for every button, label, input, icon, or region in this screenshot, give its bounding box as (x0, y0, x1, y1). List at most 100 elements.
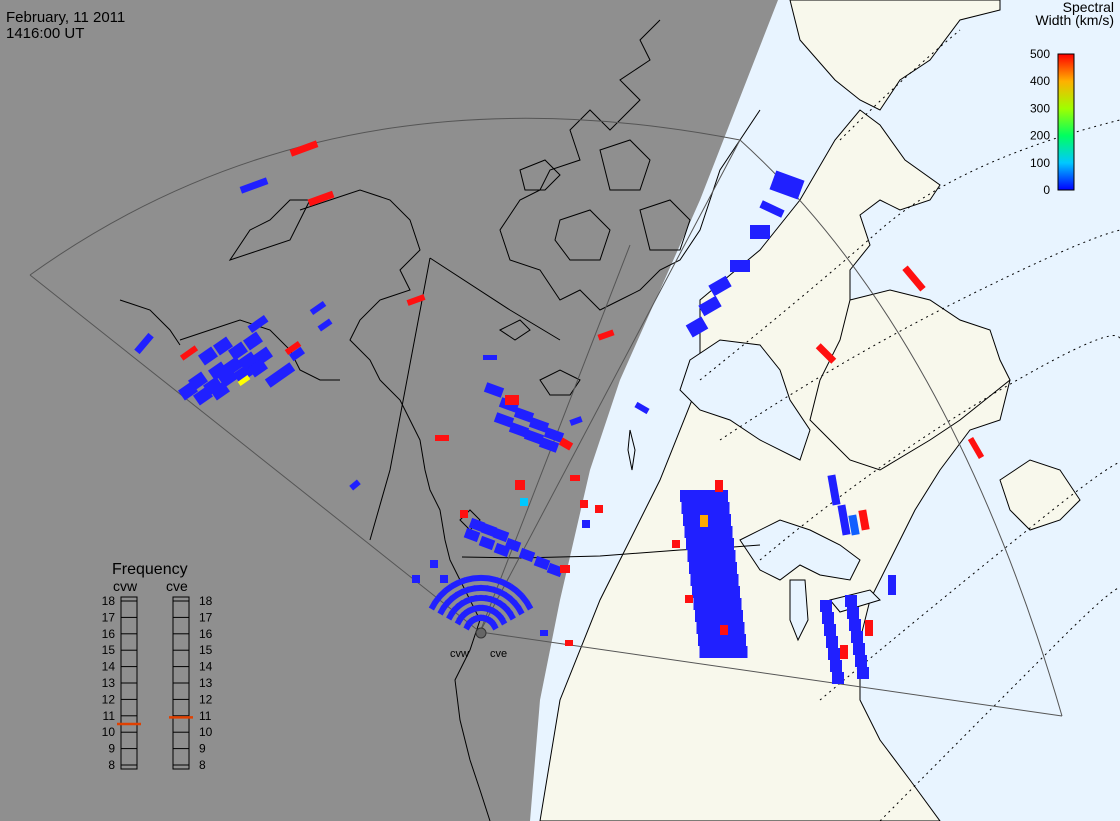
frequency-scale-label: 13 (199, 676, 213, 690)
echo-cell (680, 490, 692, 502)
echo-cell (853, 643, 865, 655)
echo-cell (714, 574, 727, 586)
echo-cell (457, 577, 467, 586)
echo-cell (501, 579, 512, 589)
echo-cell (483, 382, 505, 398)
echo-cell (711, 646, 724, 658)
echo-cell (729, 598, 742, 610)
echo-cell (738, 645, 746, 655)
echo-cell (699, 646, 712, 658)
echo-cell (248, 358, 268, 378)
radar-site-marker (475, 627, 487, 639)
echo-cell (696, 622, 709, 634)
echo-cell (716, 490, 728, 502)
echo-cell (705, 598, 718, 610)
echo-cell (634, 401, 650, 415)
echo-cell (681, 502, 694, 514)
echo-cell (722, 634, 734, 646)
echo-cell (508, 422, 530, 438)
echo-cell (515, 605, 525, 616)
echo-cell (540, 630, 548, 636)
echo-cell (595, 505, 603, 513)
echo-cell (826, 636, 838, 648)
echo-cell (698, 295, 722, 317)
echo-cell (832, 672, 844, 684)
echo-cell (837, 504, 851, 536)
echo-cell (560, 565, 570, 573)
echo-cell (728, 586, 740, 598)
echo-cell (237, 375, 251, 386)
land-quebec (809, 289, 1011, 471)
colorbar-tick-label: 400 (1030, 74, 1050, 88)
echo-cell (692, 490, 704, 502)
echo-cell (732, 622, 745, 634)
echo-cell (692, 586, 704, 598)
colorbar-tick-label: 300 (1030, 101, 1050, 115)
echo-cell (134, 332, 154, 355)
colorbar-tick-label: 500 (1030, 47, 1050, 61)
echo-cell (288, 346, 306, 362)
echo-cell (460, 510, 468, 518)
echo-cell (493, 542, 511, 558)
echo-cell (430, 560, 438, 568)
echo-cells (134, 140, 985, 684)
echo-cell (710, 634, 722, 646)
echo-cell (723, 550, 736, 562)
echo-cell (565, 640, 573, 646)
echo-cell (492, 527, 510, 543)
echo-cell (693, 598, 706, 610)
echo-cell (264, 362, 296, 388)
echo-cell (523, 429, 545, 445)
frequency-scale-label: 8 (108, 758, 115, 772)
echo-cell (505, 395, 519, 405)
frequency-scale-label: 9 (199, 742, 206, 756)
echo-cell (284, 340, 302, 356)
echo-cell (672, 540, 680, 548)
echo-cell (699, 550, 712, 562)
echo-cell (543, 427, 565, 443)
frequency-scales: 18 17 16 15 14 13 12 11 10 9 8 18 17 16 15 14 13 12 11 10 9 8 (102, 594, 213, 772)
echo-cell (178, 381, 198, 401)
frequency-radar-cve: cve (166, 578, 188, 594)
echo-cell (719, 610, 731, 622)
echo-cell (228, 341, 248, 361)
echo-cell (428, 600, 438, 611)
frequency-scale-label: 15 (102, 643, 116, 657)
echo-cell (701, 562, 713, 574)
echo-cell (858, 509, 870, 531)
land-northeast (789, 0, 1001, 111)
frequency-scale-label: 9 (108, 742, 115, 756)
echo-cell (538, 437, 560, 453)
echo-cell (239, 177, 269, 194)
echo-cell (487, 575, 497, 583)
echo-cell (689, 562, 701, 574)
echo-cell (685, 595, 693, 603)
echo-cell (514, 588, 525, 599)
echo-cell (480, 522, 498, 538)
echo-cell (687, 550, 700, 562)
echo-cell (865, 620, 873, 636)
frequency-scale-label: 16 (102, 627, 116, 641)
lake-michigan (789, 579, 809, 642)
echo-cell (684, 526, 697, 538)
frequency-scale-label: 18 (199, 594, 213, 608)
echo-cell (723, 646, 736, 658)
echo-cell (443, 583, 454, 594)
echo-cell (208, 361, 228, 381)
echo-cell (707, 514, 719, 526)
echo-cell (569, 416, 583, 426)
echo-cell (840, 645, 848, 659)
hudson-bay (679, 339, 811, 461)
colorbar-tick-label: 100 (1030, 156, 1050, 170)
echo-cell (493, 412, 515, 428)
echo-cell (717, 502, 730, 514)
colorbar-title-line1: Spectral (1062, 0, 1114, 15)
echo-cell (289, 140, 319, 157)
echo-cell (247, 314, 269, 334)
echo-cell (558, 437, 574, 451)
echo-cell (849, 619, 861, 631)
echo-cell (719, 514, 731, 526)
echo-cell (845, 595, 857, 607)
echo-cell (498, 615, 508, 626)
echo-cell (513, 407, 535, 423)
